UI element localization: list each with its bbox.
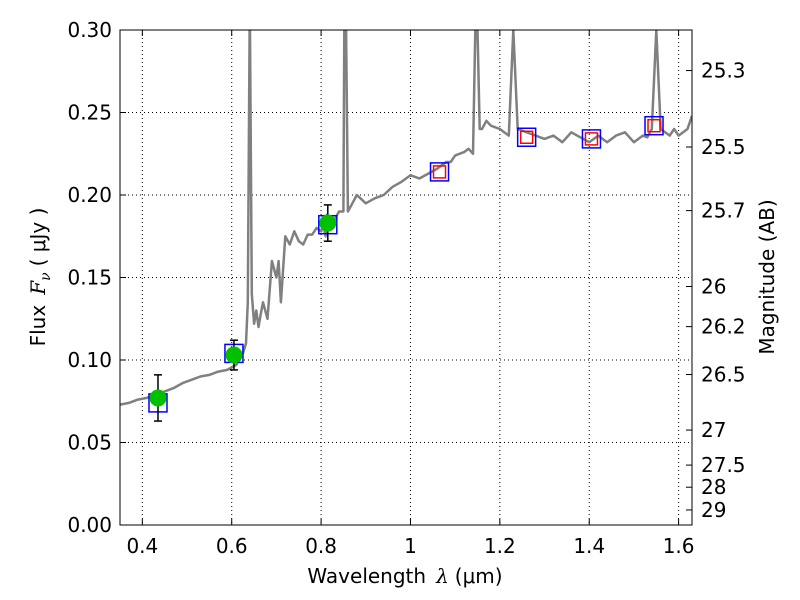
y2-axis-title: Magnitude (AB) <box>755 199 779 354</box>
y-tick-label: 0.10 <box>67 348 112 372</box>
magnitude-tick-label: 27 <box>701 418 726 442</box>
model-photometry-square <box>581 129 602 149</box>
magnitude-tick-label: 25.5 <box>701 135 746 159</box>
magnitude-tick-label: 29 <box>701 498 726 522</box>
magnitude-tick-label: 25.7 <box>701 199 746 223</box>
plot-area <box>120 30 692 422</box>
upper-limit-square <box>647 118 661 133</box>
y-tick-label: 0.25 <box>67 101 112 125</box>
spectrum-line <box>120 30 692 406</box>
x-tick-label: 0.4 <box>126 534 158 558</box>
magnitude-tick-label: 26 <box>701 275 726 299</box>
observed-point <box>225 346 243 364</box>
ticks <box>120 29 692 526</box>
magnitude-tick-label: 28 <box>701 475 726 499</box>
x-tick-label: 1 <box>404 534 417 558</box>
tick-labels: 0.4 0.6 0.8 1 1.2 1.4 1.6 0.00 0.05 0.10 0.15 0.20 0… <box>67 18 745 558</box>
model-photometry-square <box>516 127 537 147</box>
magnitude-tick-label: 26.5 <box>701 363 746 387</box>
x-tick-label: 1.4 <box>573 534 605 558</box>
upper-limit-square <box>432 165 447 179</box>
x-axis-title: Wavelength λ (μm) <box>307 564 502 588</box>
y-tick-label: 0.15 <box>67 266 112 290</box>
x-tick-label: 0.6 <box>216 534 248 558</box>
observed-point <box>319 214 337 232</box>
y-tick-label: 0.30 <box>67 18 112 42</box>
observed-point <box>149 389 167 407</box>
magnitude-tick-label: 27.5 <box>701 453 746 477</box>
y-tick-label: 0.05 <box>67 431 112 455</box>
magnitude-tick-label: 25.3 <box>701 59 746 83</box>
upper-limit-square <box>519 130 534 144</box>
x-tick-label: 1.2 <box>484 534 516 558</box>
upper-limit-square <box>584 132 599 146</box>
y-tick-label: 0.20 <box>67 183 112 207</box>
magnitude-tick-label: 26.2 <box>701 315 746 339</box>
model-photometry-square <box>429 162 450 182</box>
y-tick-label: 0.00 <box>67 513 112 537</box>
x-tick-label: 0.8 <box>305 534 337 558</box>
model-photometry-square <box>644 115 664 136</box>
y-axis-title: FluxFν( μJy ) <box>26 208 54 347</box>
x-tick-label: 1.6 <box>663 534 695 558</box>
